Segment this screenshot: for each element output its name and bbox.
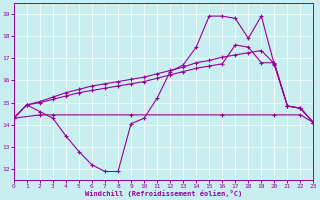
X-axis label: Windchill (Refroidissement éolien,°C): Windchill (Refroidissement éolien,°C) xyxy=(85,190,242,197)
